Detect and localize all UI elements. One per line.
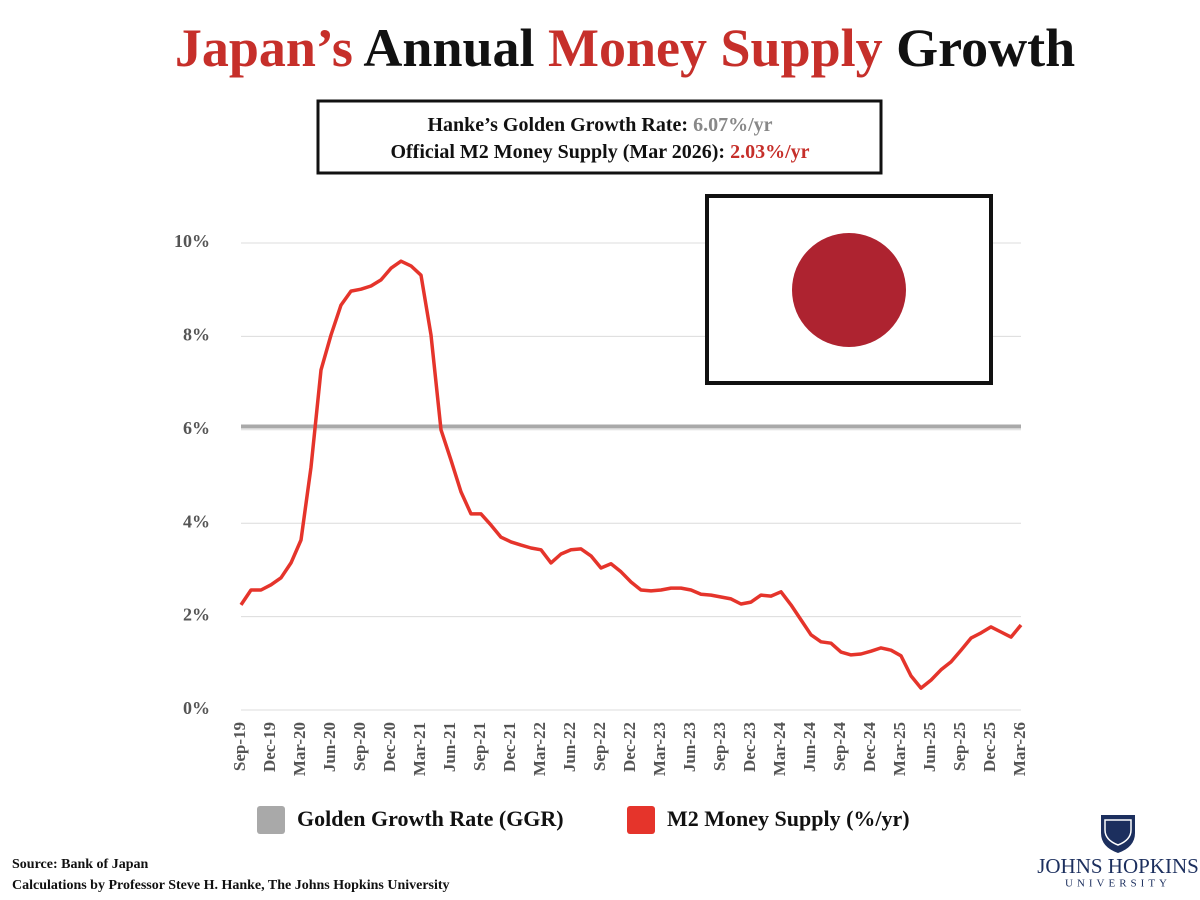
source-note: Source: Bank of Japan (12, 857, 148, 872)
x-tick-label: Mar-21 (410, 722, 429, 776)
legend-label: Golden Growth Rate (GGR) (297, 806, 564, 831)
x-tick-label: Sep-22 (590, 722, 609, 771)
legend-swatch (257, 806, 285, 834)
y-tick-label: 10% (174, 231, 210, 251)
x-tick-label: Dec-20 (380, 722, 399, 772)
flag-sun (792, 233, 906, 347)
x-tick-label: Sep-20 (350, 722, 369, 771)
title-part: Money Supply (548, 18, 883, 78)
title-part: Annual (363, 18, 534, 78)
x-tick-label: Jun-22 (560, 722, 579, 772)
x-tick-label: Mar-22 (530, 722, 549, 776)
y-tick-label: 2% (183, 605, 210, 625)
chart-title: Japan’s Annual Money Supply Growth (175, 18, 1075, 78)
x-tick-label: Mar-23 (650, 722, 669, 776)
subtitle-value: 2.03%/yr (730, 141, 810, 163)
y-tick-label: 4% (183, 511, 210, 531)
x-tick-label: Mar-20 (290, 722, 309, 776)
y-tick-label: 6% (183, 418, 210, 438)
logo-sub: University (1065, 878, 1171, 890)
x-tick-label: Dec-19 (260, 722, 279, 772)
x-tick-label: Sep-24 (830, 722, 849, 772)
x-tick-label: Sep-25 (950, 722, 969, 771)
x-tick-label: Mar-25 (890, 722, 909, 776)
logo-shield-inner (1104, 819, 1132, 846)
subtitle-line: Official M2 Money Supply (Mar 2026): 2.0… (390, 141, 809, 163)
logo-name: Johns Hopkins (1037, 854, 1199, 878)
legend-label: M2 Money Supply (%/yr) (667, 806, 910, 831)
subtitle-label: Hanke’s Golden Growth Rate: (428, 114, 689, 136)
university-logo: Johns Hopkins University (1037, 815, 1199, 890)
x-tick-label: Mar-24 (770, 722, 789, 777)
legend-swatch (627, 806, 655, 834)
x-tick-label: Dec-24 (860, 722, 879, 773)
subtitle-line: Hanke’s Golden Growth Rate: 6.07%/yr (428, 114, 773, 136)
logo-shield (1101, 815, 1135, 853)
series-line (239, 259, 1023, 690)
x-tick-label: Dec-22 (620, 722, 639, 772)
x-tick-label: Dec-25 (980, 722, 999, 772)
credit-note: Calculations by Professor Steve H. Hanke… (12, 878, 450, 893)
x-tick-label: Dec-21 (500, 722, 519, 772)
x-tick-label: Sep-19 (230, 722, 249, 771)
x-tick-label: Jun-20 (320, 722, 339, 772)
subtitle-box (316, 99, 883, 175)
x-tick-label: Sep-23 (710, 722, 729, 771)
y-tick-label: 0% (183, 698, 210, 718)
subtitle-value: 6.07%/yr (693, 114, 773, 136)
title-part: Japan’s (175, 18, 353, 78)
y-tick-label: 8% (183, 325, 210, 345)
x-tick-label: Sep-21 (470, 722, 489, 771)
flag (705, 194, 993, 385)
x-tick-label: Dec-23 (740, 722, 759, 772)
x-tick-label: Jun-21 (440, 722, 459, 772)
x-tick-label: Jun-25 (920, 722, 939, 772)
title-part: Growth (896, 18, 1075, 78)
x-tick-label: Jun-23 (680, 722, 699, 772)
x-tick-label: Mar-26 (1010, 722, 1029, 776)
x-tick-label: Jun-24 (800, 722, 819, 773)
subtitle-label: Official M2 Money Supply (Mar 2026): (390, 141, 725, 163)
